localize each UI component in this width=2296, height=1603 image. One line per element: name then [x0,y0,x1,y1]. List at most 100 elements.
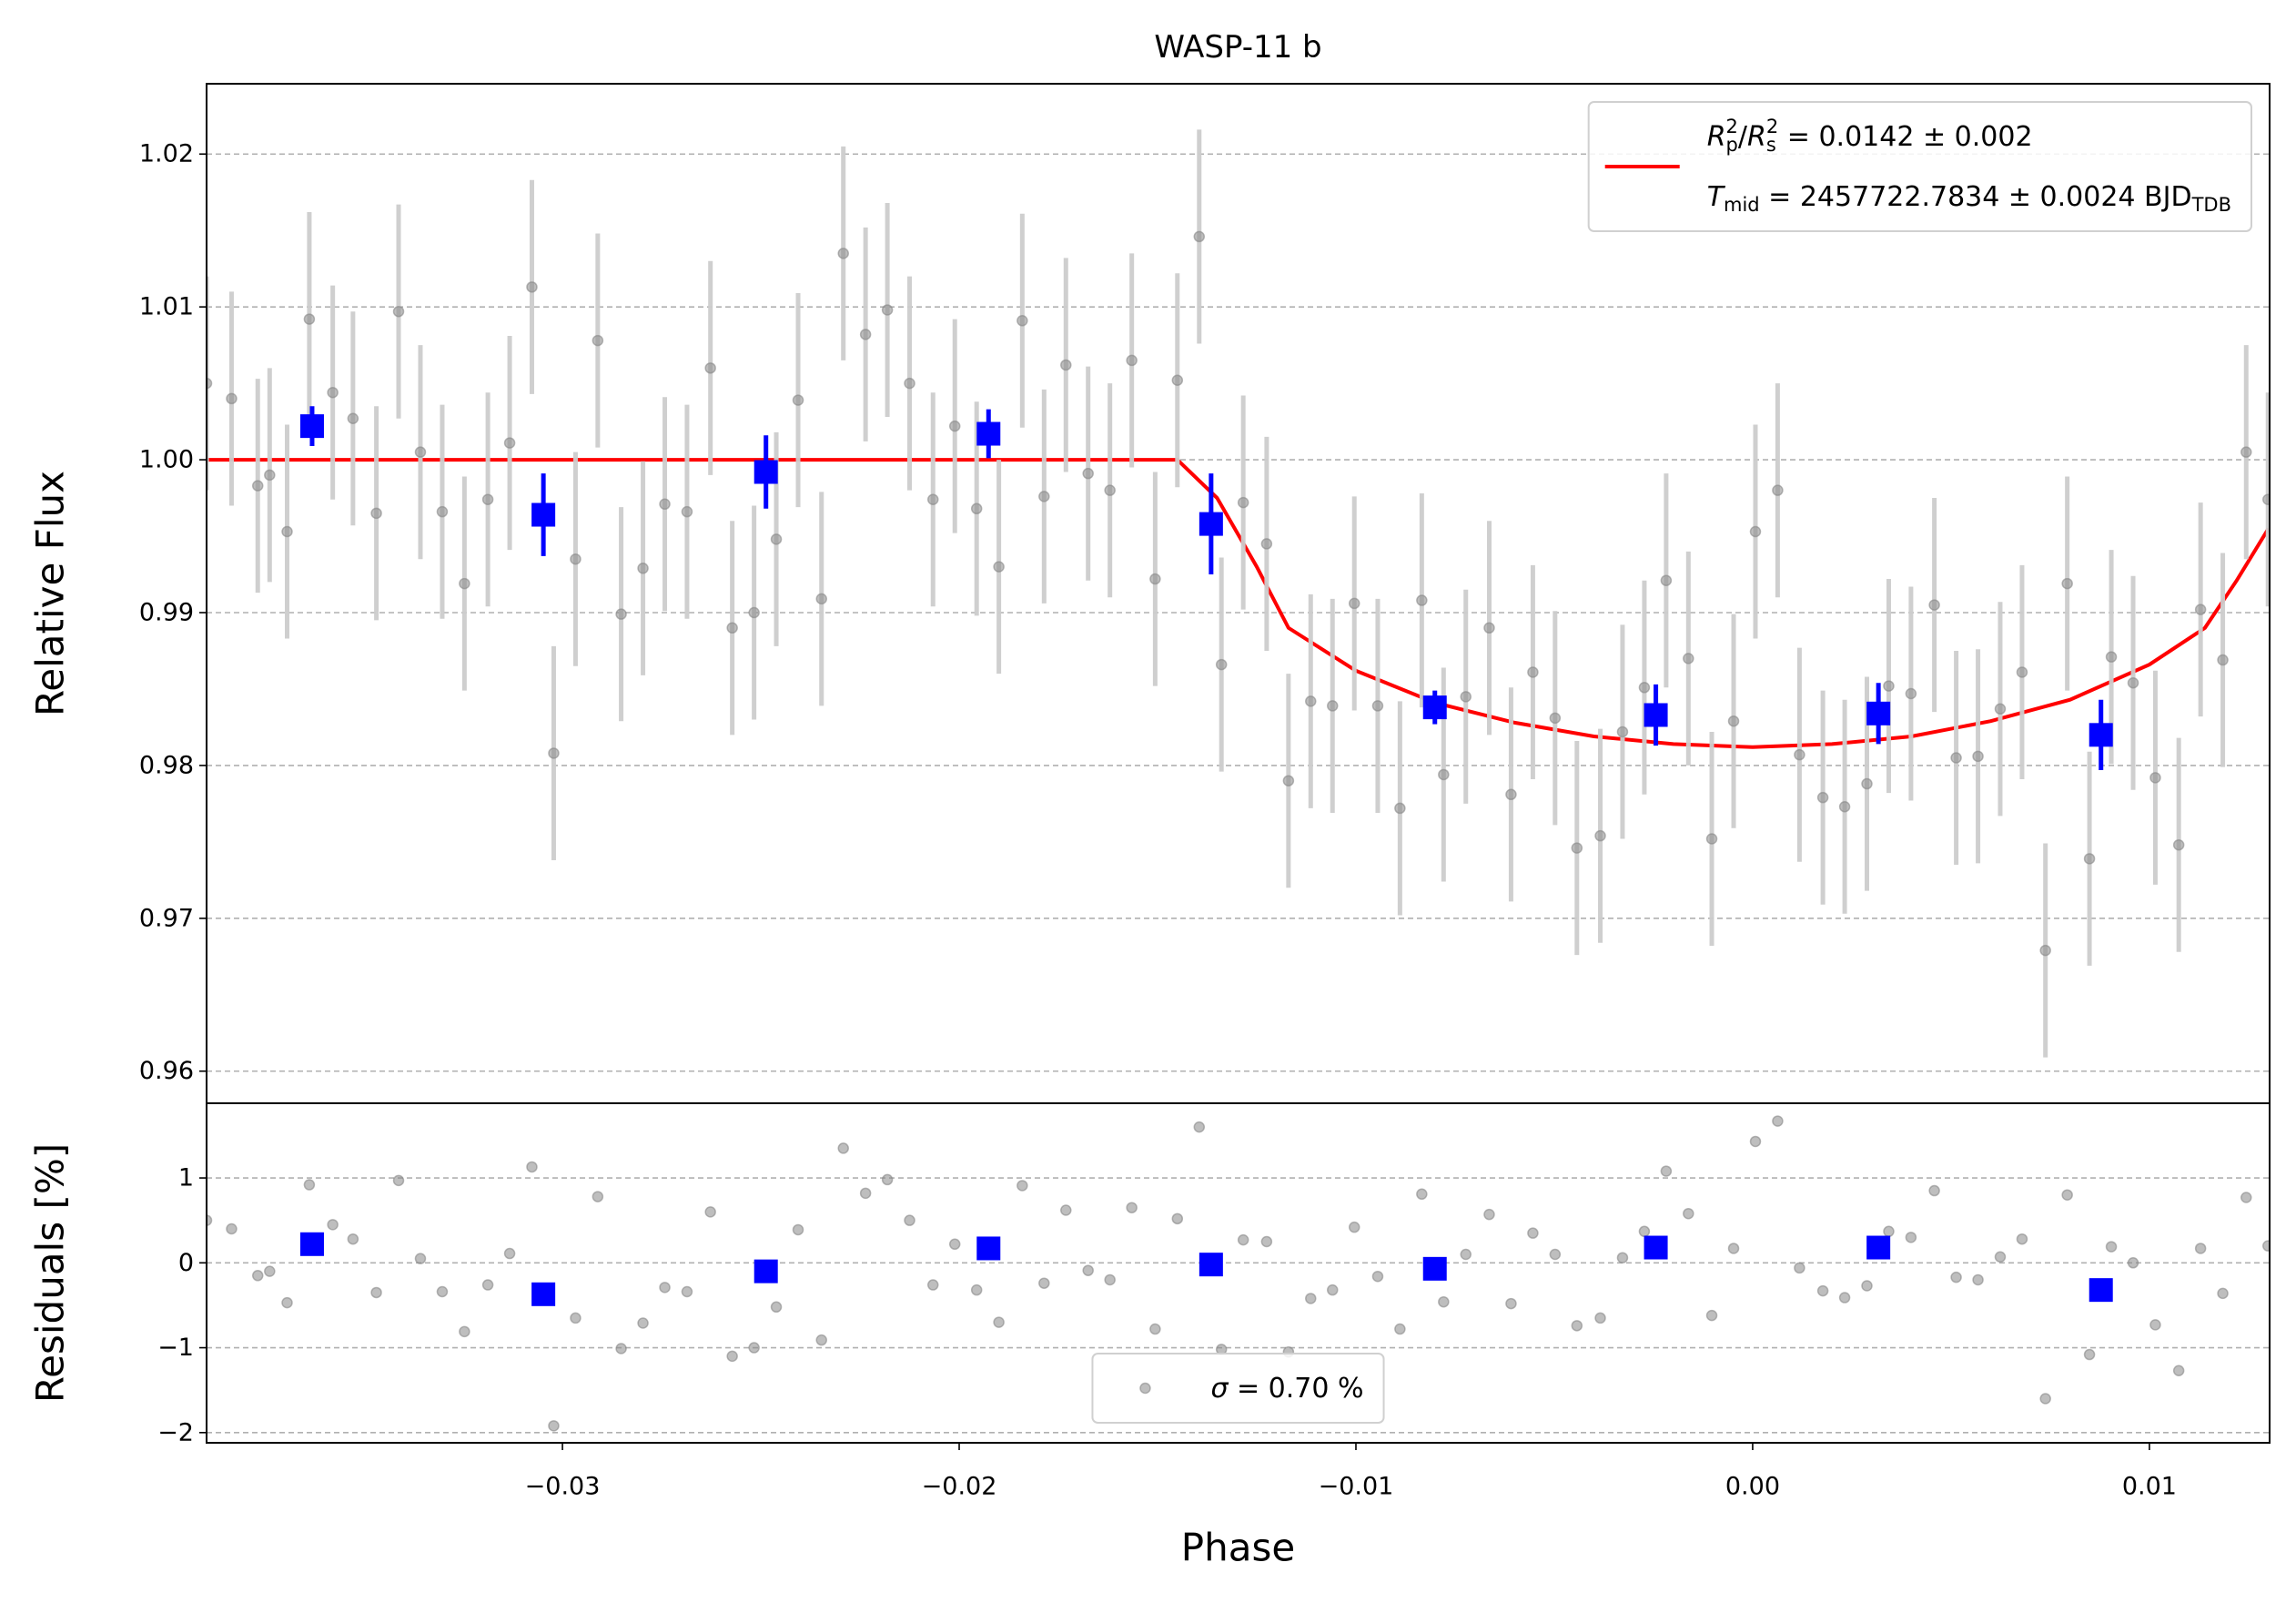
data-point [327,1219,339,1231]
data-point [392,1174,405,1187]
legend-text-part: R [1747,121,1766,153]
data-point [503,1247,516,1260]
data-point [1438,1295,1450,1308]
data-point [1705,833,1718,845]
legend-text-part: T [1707,181,1726,213]
data-point [281,1296,293,1309]
legend-text-part: R [1707,121,1726,153]
data-point [1260,538,1273,550]
data-point [1772,484,1784,496]
data-point [726,622,738,634]
data-point [570,1312,582,1324]
data-point [837,1142,849,1154]
x-tick-label: 0.01 [2122,1473,2177,1501]
data-point [303,313,316,325]
data-point [1705,1309,1718,1322]
data-point [526,281,538,293]
data-point [370,1286,382,1299]
data-point [770,533,783,545]
data-point [347,1233,359,1245]
data-point [1505,1297,1517,1310]
data-point [2149,772,2161,784]
data-point [1772,1115,1784,1127]
chart-title: WASP-11 b [1154,29,1321,66]
data-point [1171,374,1184,387]
data-point [1905,1232,1917,1243]
data-point [1104,484,1116,496]
data-point [1660,574,1673,586]
plot-area [207,1115,2270,1432]
data-point [327,386,339,399]
data-point [1549,712,1562,725]
data-point [548,747,560,759]
data-point [1994,703,2007,715]
data-point [1616,1252,1629,1263]
data-point [1237,496,1249,509]
data-point [1394,802,1406,815]
data-point [459,577,470,590]
legend-text-part: mid [1724,194,1760,216]
binned-point [2089,1278,2113,1303]
data-point [481,493,494,505]
data-point [815,1334,827,1346]
legend-text-part: p [1726,134,1738,156]
binned-point [754,1259,778,1283]
plot-area [207,129,2270,1058]
data-point [2039,1393,2051,1405]
data-point [1505,788,1517,801]
data-point [226,392,238,405]
data-point [251,480,264,492]
data-point [637,1317,649,1329]
data-point [548,1420,560,1432]
data-point [392,305,405,318]
data-point [2194,604,2207,615]
legend-label: Rp2/Rs2 = 0.0142 ± 0.002 [1707,116,2033,156]
data-point [2240,1192,2252,1203]
data-point [1327,700,1339,712]
data-point [2061,1189,2073,1201]
legend-text-part: TDB [2191,194,2231,216]
data-point [1594,829,1606,842]
data-point [281,525,293,538]
data-point [1616,725,1629,738]
data-point [436,505,449,518]
data-point [2194,1243,2207,1254]
data-point [1460,691,1472,703]
data-point [1950,752,1962,764]
data-point [1727,715,1740,727]
data-point [726,1350,738,1363]
data-point [948,420,961,432]
data-point [615,608,627,620]
legend-text-part: = 0.0142 ± 0.002 [1778,121,2032,153]
data-point [1282,775,1295,786]
data-point [681,1285,693,1298]
data-point [859,329,872,340]
data-point [1549,1248,1562,1261]
data-point [1928,1184,1940,1197]
data-point [1149,573,1161,585]
data-point [1571,842,1583,854]
data-point [659,1282,671,1294]
data-point [207,377,213,390]
data-point [1727,1243,1740,1254]
data-point [2039,944,2051,957]
legend-text-part: 2 [1766,116,1778,137]
data-point [1126,1202,1138,1213]
legend-swatch [1139,1382,1151,1395]
data-point [1305,1293,1317,1304]
legend-text-part: = 2457722.7834 ± 0.0024 BJD [1760,181,2192,213]
data-point [926,1279,939,1291]
data-point [1348,1221,1360,1233]
data-point [2149,1319,2161,1331]
data-point [926,493,939,505]
data-point [637,563,649,574]
data-point [1861,777,1873,790]
legend-text-part: s [1766,134,1776,156]
data-point [837,248,849,259]
data-point [592,334,604,347]
data-point [2172,1365,2185,1376]
data-point [2172,838,2185,851]
data-point [1571,1320,1583,1332]
data-point [1928,599,1940,611]
data-point [1683,653,1694,665]
